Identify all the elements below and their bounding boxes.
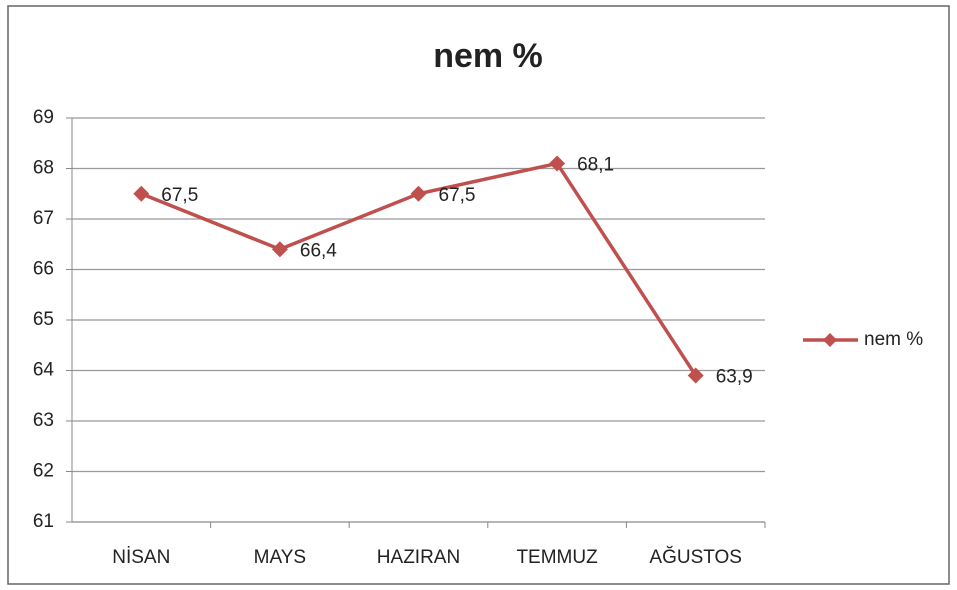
legend-marker [823,333,837,347]
data-label: 66,4 [300,240,337,261]
data-label: 67,5 [439,185,476,206]
data-point [410,185,427,202]
x-tick-label: NİSAN [112,547,170,568]
y-tick-label: 69 [33,107,54,128]
y-tick-label: 63 [33,410,54,431]
y-tick-label: 65 [33,309,54,330]
data-point [271,241,288,258]
data-label: 67,5 [161,185,198,206]
x-tick-label: AĞUSTOS [649,546,742,568]
data-point [133,185,150,202]
data-label: 63,9 [716,367,753,388]
data-point [549,155,566,172]
data-point [687,367,704,384]
x-tick-label: TEMMUZ [516,547,598,568]
y-tick-label: 61 [33,511,54,532]
chart-frame [7,5,950,585]
legend-label: nem % [864,329,923,350]
y-tick-label: 67 [33,208,54,229]
x-tick-label: HAZIRAN [377,547,460,568]
data-label: 68,1 [577,154,614,175]
x-tick-label: MAYS [254,547,306,568]
y-tick-label: 68 [33,158,54,179]
chart-title: nem % [433,37,543,75]
y-tick-label: 66 [33,259,54,280]
y-tick-label: 62 [33,461,54,482]
y-tick-label: 64 [33,360,55,381]
